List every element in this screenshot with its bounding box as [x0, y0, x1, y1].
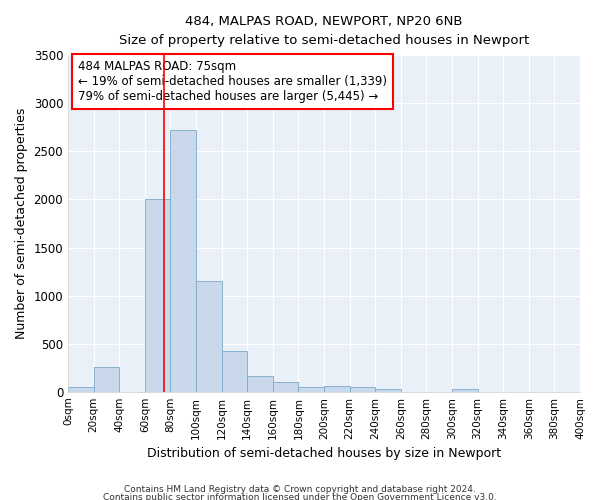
Bar — [273, 382, 298, 392]
Y-axis label: Number of semi-detached properties: Number of semi-detached properties — [15, 108, 28, 339]
Bar — [298, 386, 324, 392]
Bar — [247, 376, 273, 392]
Bar — [196, 281, 221, 392]
Bar — [145, 200, 170, 392]
Text: Contains HM Land Registry data © Crown copyright and database right 2024.: Contains HM Land Registry data © Crown c… — [124, 486, 476, 494]
Bar — [221, 352, 247, 392]
Text: 484 MALPAS ROAD: 75sqm
← 19% of semi-detached houses are smaller (1,339)
79% of : 484 MALPAS ROAD: 75sqm ← 19% of semi-det… — [78, 60, 387, 103]
Bar — [68, 387, 94, 392]
Bar — [324, 386, 350, 392]
Bar — [350, 387, 375, 392]
Bar — [375, 389, 401, 392]
X-axis label: Distribution of semi-detached houses by size in Newport: Distribution of semi-detached houses by … — [147, 447, 501, 460]
Title: 484, MALPAS ROAD, NEWPORT, NP20 6NB
Size of property relative to semi-detached h: 484, MALPAS ROAD, NEWPORT, NP20 6NB Size… — [119, 15, 529, 47]
Bar — [170, 130, 196, 392]
Bar — [452, 389, 478, 392]
Bar — [94, 367, 119, 392]
Text: Contains public sector information licensed under the Open Government Licence v3: Contains public sector information licen… — [103, 492, 497, 500]
